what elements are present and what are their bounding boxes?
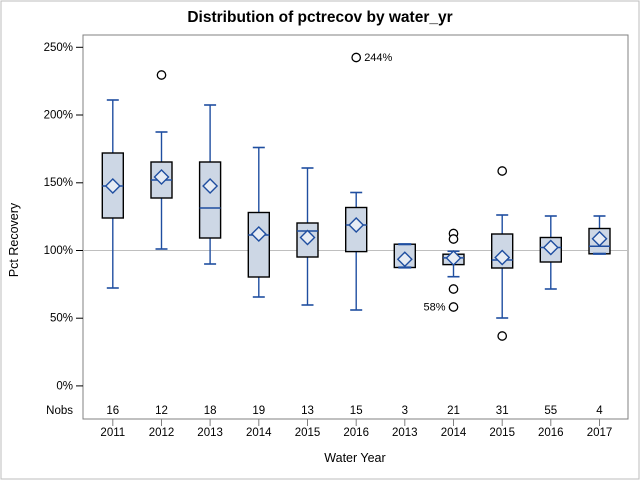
- svg-text:2016: 2016: [538, 427, 564, 439]
- svg-text:15: 15: [350, 405, 363, 417]
- svg-text:2017: 2017: [587, 427, 613, 439]
- svg-text:55: 55: [544, 405, 557, 417]
- svg-text:0%: 0%: [56, 380, 73, 392]
- svg-text:19: 19: [252, 405, 265, 417]
- svg-text:200%: 200%: [44, 110, 73, 122]
- svg-text:2011: 2011: [100, 427, 125, 439]
- svg-text:Pct Recovery: Pct Recovery: [7, 202, 21, 277]
- svg-text:18: 18: [204, 405, 217, 417]
- svg-text:16: 16: [106, 405, 119, 417]
- svg-text:21: 21: [447, 405, 460, 417]
- svg-text:31: 31: [496, 405, 509, 417]
- svg-text:2013: 2013: [392, 427, 418, 439]
- svg-text:2012: 2012: [149, 427, 175, 439]
- svg-text:13: 13: [301, 405, 314, 417]
- svg-text:12: 12: [155, 405, 168, 417]
- svg-text:Water Year: Water Year: [324, 451, 385, 465]
- svg-text:244%: 244%: [364, 52, 392, 64]
- svg-text:2013: 2013: [197, 427, 223, 439]
- svg-text:2016: 2016: [343, 427, 369, 439]
- svg-text:Distribution of pctrecov by wa: Distribution of pctrecov by water_yr: [187, 9, 452, 26]
- svg-text:58%: 58%: [423, 302, 445, 314]
- svg-text:100%: 100%: [44, 245, 73, 257]
- svg-text:250%: 250%: [44, 42, 73, 54]
- svg-text:2014: 2014: [441, 427, 467, 439]
- svg-text:50%: 50%: [50, 313, 73, 325]
- svg-text:Nobs: Nobs: [46, 405, 73, 417]
- svg-text:150%: 150%: [44, 177, 73, 189]
- svg-text:4: 4: [596, 405, 603, 417]
- svg-text:2015: 2015: [295, 427, 321, 439]
- svg-text:2015: 2015: [489, 427, 515, 439]
- svg-text:2014: 2014: [246, 427, 272, 439]
- svg-text:3: 3: [402, 405, 408, 417]
